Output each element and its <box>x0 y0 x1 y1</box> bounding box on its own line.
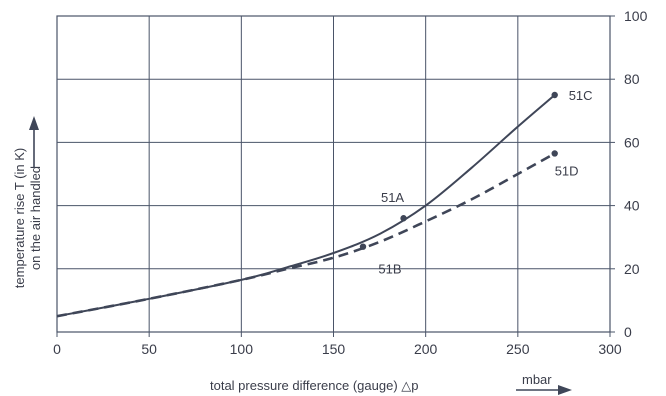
y-tick-label-0: 0 <box>624 324 632 340</box>
marker-label-51a: 51A <box>381 190 404 205</box>
y-tick-label-20: 20 <box>624 261 640 277</box>
marker-51d <box>551 150 558 157</box>
y-tick-label-60: 60 <box>624 134 640 150</box>
x-tick-label-100: 100 <box>230 341 254 357</box>
y-axis-title-line1: temperature rise T (in K) <box>12 148 27 288</box>
x-axis-title: total pressure difference (gauge) △p <box>210 378 419 393</box>
x-tick-label-50: 50 <box>141 341 157 357</box>
marker-label-51d: 51D <box>555 163 579 178</box>
x-tick-label-250: 250 <box>506 341 530 357</box>
y-tick-label-80: 80 <box>624 71 640 87</box>
marker-51c <box>551 91 558 99</box>
x-tick-label-0: 0 <box>53 341 61 357</box>
y-tick-label-40: 40 <box>624 198 640 214</box>
y-axis-title: temperature rise T (in K) on the air han… <box>12 148 43 288</box>
marker-51a <box>400 215 407 222</box>
x-tick-label-150: 150 <box>322 341 346 357</box>
x-axis-arrow <box>516 385 572 395</box>
x-tick-label-300: 300 <box>598 341 622 357</box>
y-axis-title-line2: on the air handled <box>28 166 43 270</box>
y-axis-arrow <box>29 116 39 168</box>
plot-frame <box>56 15 611 333</box>
series-lines <box>56 94 556 318</box>
marker-label-51b: 51B <box>378 262 401 277</box>
series-line-51d <box>56 152 556 318</box>
x-axis-unit: mbar <box>522 372 552 387</box>
y-tick-label-100: 100 <box>624 8 648 24</box>
marker-label-51c: 51C <box>569 88 593 103</box>
grid-lines <box>56 15 615 337</box>
x-tick-label-200: 200 <box>414 341 438 357</box>
series-markers: 51A 51B 51C 51D <box>359 88 593 277</box>
marker-51b <box>359 243 367 250</box>
